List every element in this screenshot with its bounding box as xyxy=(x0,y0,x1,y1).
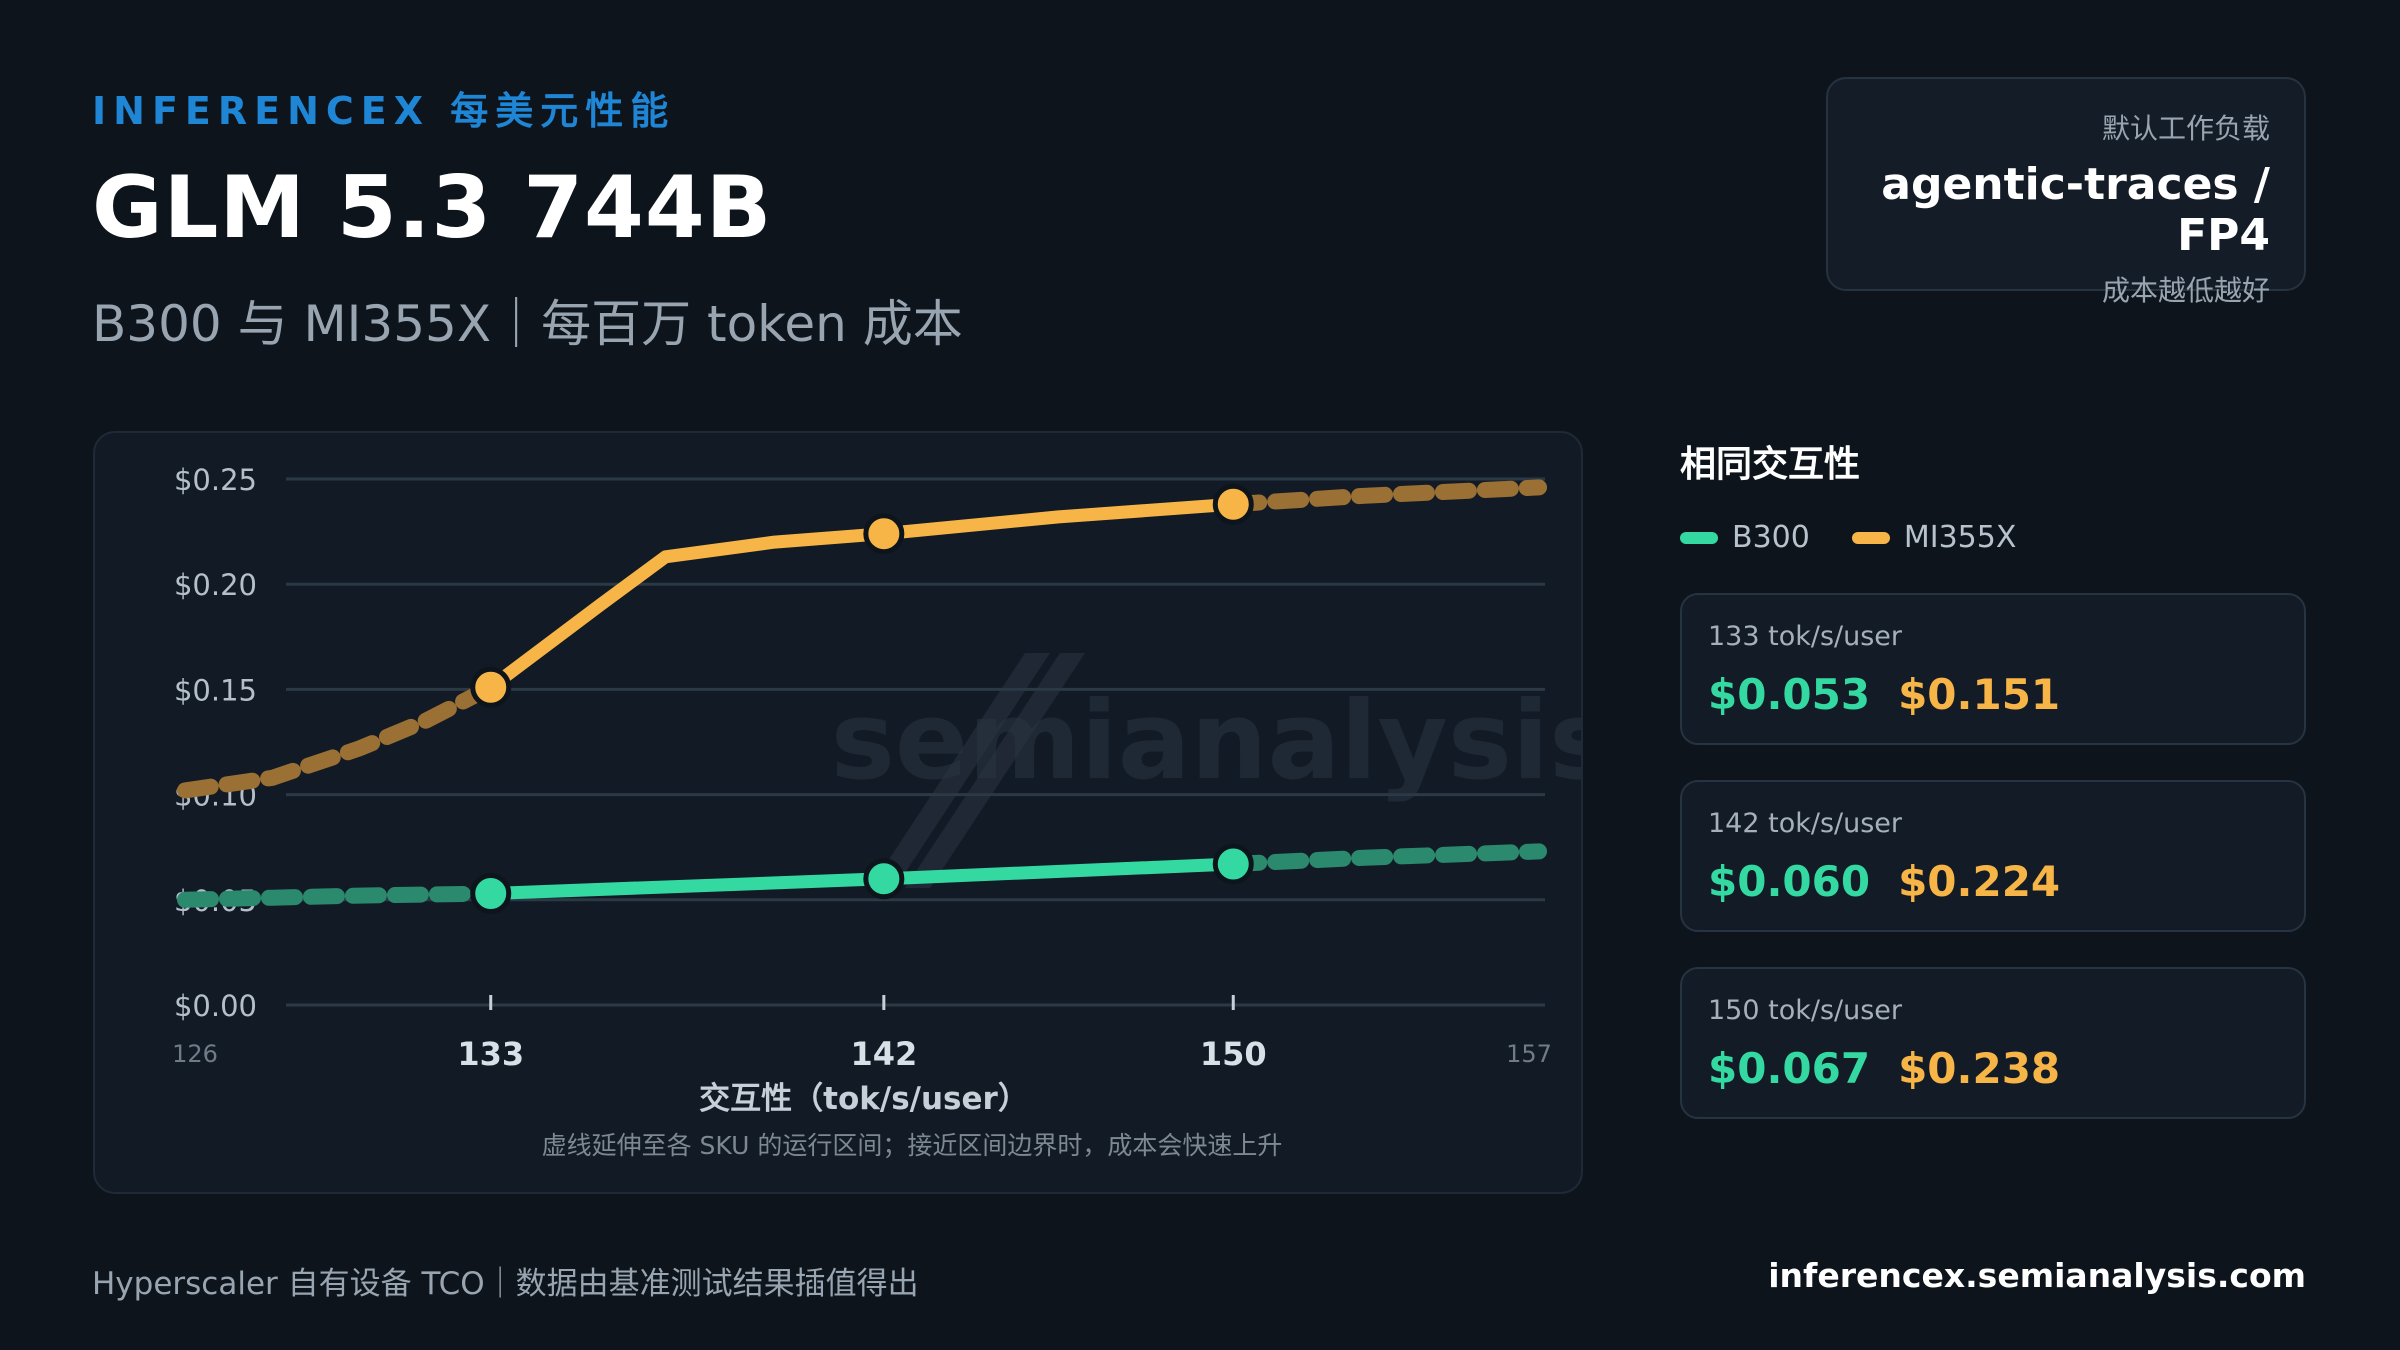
workload-label: 默认工作负载 xyxy=(2101,112,2270,145)
card-interactivity-label: 142 tok/s/user xyxy=(1708,808,1903,839)
eyebrow-label: INFERENCEX 每美元性能 xyxy=(92,89,676,133)
legend-item-mi355x: MI355X xyxy=(1851,520,2017,555)
series-b300-point xyxy=(470,872,512,914)
card-interactivity-label: 133 tok/s/user xyxy=(1708,621,1903,652)
legend-item-b300: B300 xyxy=(1680,520,1810,555)
y-tick-label: $0.20 xyxy=(174,568,257,602)
workload-value: agentic-traces / FP4 xyxy=(1881,159,2270,261)
legend: B300 MI355X xyxy=(1680,520,2016,555)
watermark-mark xyxy=(870,653,1050,888)
workload-card: 默认工作负载 agentic-traces / FP4 成本越低越好 xyxy=(1826,77,2306,307)
x-axis-label: 交互性（tok/s/user） xyxy=(699,1081,1029,1117)
card-b300-cost: $0.060 xyxy=(1708,857,1871,906)
series-mi355x-point xyxy=(470,666,512,708)
series-b300-line xyxy=(484,857,1240,900)
card-mi355x-cost: $0.238 xyxy=(1898,1044,2061,1093)
comparison-cards: 133 tok/s/user $0.053 $0.151 142 tok/s/us… xyxy=(1680,593,2306,1154)
legend-swatch-b300 xyxy=(1680,531,1718,544)
card-values: $0.053 $0.151 xyxy=(1708,670,2304,719)
card-mi355x-cost: $0.224 xyxy=(1898,857,2061,906)
x-tick-label: 142 xyxy=(850,1035,917,1073)
legend-label-b300: B300 xyxy=(1732,520,1810,555)
x-tick-label: 157 xyxy=(1506,1040,1552,1068)
y-tick-label: $0.00 xyxy=(174,989,257,1023)
footer-note: Hyperscaler 自有设备 TCO｜数据由基准测试结果插值得出 xyxy=(92,1266,919,1302)
card-b300-cost: $0.053 xyxy=(1708,670,1871,719)
x-tick-label: 150 xyxy=(1200,1035,1267,1073)
watermark-mark xyxy=(905,653,1085,888)
series-mi355x-point xyxy=(1212,483,1254,525)
footer-site-link[interactable]: inferencex.semianalysis.com xyxy=(1768,1256,2306,1295)
comparison-heading: 相同交互性 xyxy=(1680,444,1861,485)
page-title: GLM 5.3 744B xyxy=(92,158,773,258)
series-mi355x-extrapolated-right xyxy=(1225,479,1547,513)
series-b300-extrapolated-left xyxy=(177,885,499,908)
cost-chart: semianalysis$0.00$0.05$0.10$0.15$0.20$0.… xyxy=(172,463,1581,1160)
chart-panel: semianalysis $0.00 $0.05 $0.10 $0.15 $0.20 $0.… xyxy=(93,431,1583,1194)
y-tick-label: $0.25 xyxy=(174,463,257,497)
series-b300-point xyxy=(863,858,905,900)
card-interactivity-label: 150 tok/s/user xyxy=(1708,995,1903,1026)
card-b300-cost: $0.067 xyxy=(1708,1044,1871,1093)
card-mi355x-cost: $0.151 xyxy=(1898,670,2061,719)
series-b300-point xyxy=(1212,843,1254,885)
series-mi355x-extrapolated-left xyxy=(177,679,499,799)
chart-note: 虚线延伸至各 SKU 的运行区间；接近区间边界时，成本会快速上升 xyxy=(542,1131,1283,1160)
series-mi355x-line xyxy=(484,497,1240,694)
page-subtitle: B300 与 MI355X｜每百万 token 成本 xyxy=(92,295,963,353)
comparison-card: 133 tok/s/user $0.053 $0.151 xyxy=(1680,593,2306,745)
comparison-card: 150 tok/s/user $0.067 $0.238 xyxy=(1680,967,2306,1119)
series-b300-extrapolated-right xyxy=(1225,843,1547,872)
legend-swatch-mi355x xyxy=(1851,531,1890,544)
card-values: $0.067 $0.238 xyxy=(1708,1044,2304,1093)
y-tick-label: $0.15 xyxy=(174,673,257,707)
x-tick-label: 133 xyxy=(457,1035,524,1073)
comparison-card: 142 tok/s/user $0.060 $0.224 xyxy=(1680,780,2306,932)
workload-note: 成本越低越好 xyxy=(2101,274,2270,307)
card-values: $0.060 $0.224 xyxy=(1708,857,2304,906)
series-mi355x-point xyxy=(863,513,905,555)
x-tick-label: 126 xyxy=(172,1040,218,1068)
legend-label-mi355x: MI355X xyxy=(1903,520,2017,555)
